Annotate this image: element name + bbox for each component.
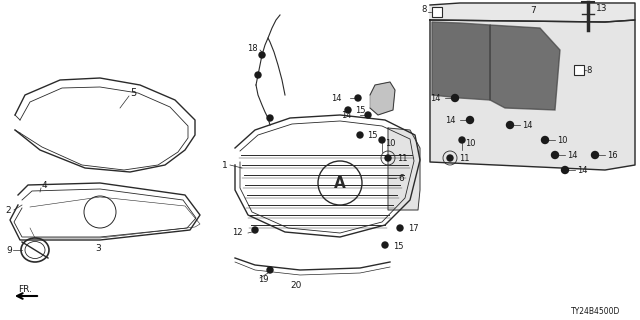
Text: 6: 6: [398, 173, 404, 182]
Polygon shape: [432, 22, 490, 100]
Circle shape: [591, 151, 598, 158]
Text: 4: 4: [42, 180, 47, 189]
Polygon shape: [388, 128, 420, 210]
Circle shape: [459, 137, 465, 143]
Circle shape: [379, 137, 385, 143]
Polygon shape: [430, 3, 635, 22]
Circle shape: [357, 132, 363, 138]
Text: 14: 14: [332, 93, 342, 102]
Circle shape: [255, 72, 261, 78]
Text: 15: 15: [367, 131, 378, 140]
Circle shape: [385, 155, 391, 161]
Text: 9: 9: [6, 245, 12, 254]
Text: 10: 10: [557, 135, 568, 145]
Circle shape: [447, 155, 453, 161]
Text: 14: 14: [522, 121, 532, 130]
Text: 12: 12: [232, 228, 243, 236]
Text: 16: 16: [607, 150, 618, 159]
FancyBboxPatch shape: [432, 7, 442, 17]
Polygon shape: [370, 82, 395, 115]
Circle shape: [506, 122, 513, 129]
Circle shape: [382, 242, 388, 248]
Text: 1: 1: [222, 161, 228, 170]
Text: 2: 2: [5, 205, 11, 214]
Text: 8: 8: [586, 66, 591, 75]
Text: 14: 14: [431, 93, 441, 102]
Text: 15: 15: [355, 106, 365, 115]
Text: 14: 14: [567, 150, 577, 159]
Text: 20: 20: [290, 281, 301, 290]
FancyBboxPatch shape: [574, 65, 584, 75]
Circle shape: [345, 107, 351, 113]
Circle shape: [451, 94, 458, 101]
Circle shape: [552, 151, 559, 158]
Text: 14: 14: [342, 110, 352, 119]
Circle shape: [252, 227, 258, 233]
Circle shape: [561, 166, 568, 173]
Text: A: A: [334, 175, 346, 190]
Circle shape: [267, 115, 273, 121]
Text: 7: 7: [530, 5, 536, 14]
Circle shape: [267, 267, 273, 273]
Circle shape: [541, 137, 548, 143]
Text: 5: 5: [130, 88, 136, 98]
Text: 15: 15: [393, 242, 403, 251]
Text: 10: 10: [385, 139, 396, 148]
Text: TY24B4500D: TY24B4500D: [571, 308, 620, 316]
Text: 18: 18: [248, 44, 258, 52]
Circle shape: [397, 225, 403, 231]
Circle shape: [467, 116, 474, 124]
Text: 14: 14: [577, 165, 588, 174]
Text: 11: 11: [397, 154, 408, 163]
Polygon shape: [430, 20, 635, 170]
Text: 3: 3: [95, 244, 100, 252]
Circle shape: [355, 95, 361, 101]
Polygon shape: [490, 25, 560, 110]
Circle shape: [259, 52, 265, 58]
Circle shape: [365, 112, 371, 118]
Text: 10: 10: [465, 139, 476, 148]
Text: 17: 17: [408, 223, 419, 233]
Text: 19: 19: [258, 276, 269, 284]
Text: FR.: FR.: [18, 285, 32, 294]
Text: 8: 8: [422, 4, 427, 13]
Text: 11: 11: [459, 154, 470, 163]
Text: 14: 14: [445, 116, 456, 124]
Text: 13: 13: [596, 4, 607, 12]
